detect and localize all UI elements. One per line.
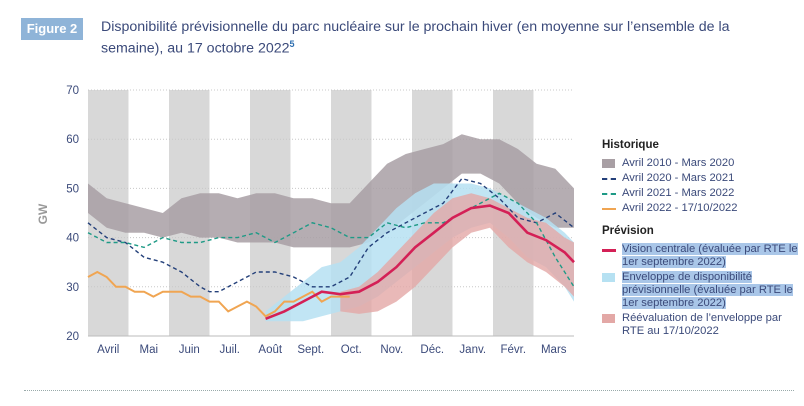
legend-swatch-lightblue <box>602 273 615 282</box>
x-tick-label: Oct. <box>341 344 362 356</box>
legend-item-enveloppe: Enveloppe de disponibilité prévisionnell… <box>602 271 798 310</box>
x-axis: Avril Mai Juin Juil. Août Sept. Oct. Nov. Déc. Ja… <box>88 335 574 356</box>
x-tick-label: Janv. <box>459 344 486 356</box>
figure-title: Disponibilité prévisionnelle du parc nuc… <box>101 19 730 57</box>
line-2020-2021 <box>87 177 575 293</box>
y-tick-label: 50 <box>66 183 79 195</box>
legend-item-2020-2021: Avril 2020 - Mars 2021 <box>602 172 798 185</box>
y-tick-label: 30 <box>66 282 79 294</box>
x-tick-label: Mars <box>541 344 567 356</box>
x-tick-label: Juil. <box>220 344 240 356</box>
y-tick-label: 70 <box>66 85 79 97</box>
legend-item-2021-2022: Avril 2021 - Mars 2022 <box>602 187 798 200</box>
legend-swatch-crimson <box>602 249 616 252</box>
legend-swatch-dashed-teal <box>602 193 616 195</box>
legend-item-vision-centrale: Vision centrale (évaluée par RTE le 1er … <box>602 243 798 269</box>
x-tick-label: Nov. <box>380 344 403 356</box>
x-tick-label: Déc. <box>420 344 444 356</box>
legend-prevision-title: Prévision <box>602 225 654 237</box>
bottom-divider <box>24 390 794 391</box>
band-2010-2020 <box>88 134 574 248</box>
y-tick-label: 40 <box>66 233 79 245</box>
x-tick-label: Juin <box>179 344 200 356</box>
y-axis-label: GW <box>36 203 50 224</box>
line-2021-2022 <box>87 192 575 288</box>
line-2022 <box>87 270 350 318</box>
series-lines <box>87 177 575 321</box>
x-tick-label: Août <box>258 344 282 356</box>
footnote-ref[interactable]: 5 <box>289 39 295 49</box>
band-reevaluation-oct <box>340 193 574 314</box>
x-tick-label: Avril <box>97 344 119 356</box>
x-tick-label: Mai <box>139 344 158 356</box>
legend-swatch-dashed-navy <box>602 178 616 180</box>
legend-swatch-band <box>602 159 615 168</box>
y-tick-label: 60 <box>66 134 79 146</box>
figure-badge: Figure 2 <box>21 18 83 40</box>
legend: Historique Avril 2010 - Mars 2020 Avril … <box>602 139 798 340</box>
legend-item-2022: Avril 2022 - 17/10/2022 <box>602 202 798 215</box>
legend-swatch-pink <box>602 314 615 323</box>
legend-item-reevaluation: Réévaluation de l’enveloppe par RTE au 1… <box>602 312 798 338</box>
legend-swatch-orange <box>602 208 616 210</box>
legend-historique-title: Historique <box>602 139 659 151</box>
y-axis: 20 30 40 50 60 70 <box>66 85 79 343</box>
bands <box>88 134 574 322</box>
line-vision-centrale <box>265 204 575 321</box>
x-tick-label: Sept. <box>297 344 324 356</box>
y-tick-label: 20 <box>66 331 79 343</box>
legend-item-2010-2020: Avril 2010 - Mars 2020 <box>602 157 798 170</box>
x-tick-label: Févr. <box>500 344 526 356</box>
